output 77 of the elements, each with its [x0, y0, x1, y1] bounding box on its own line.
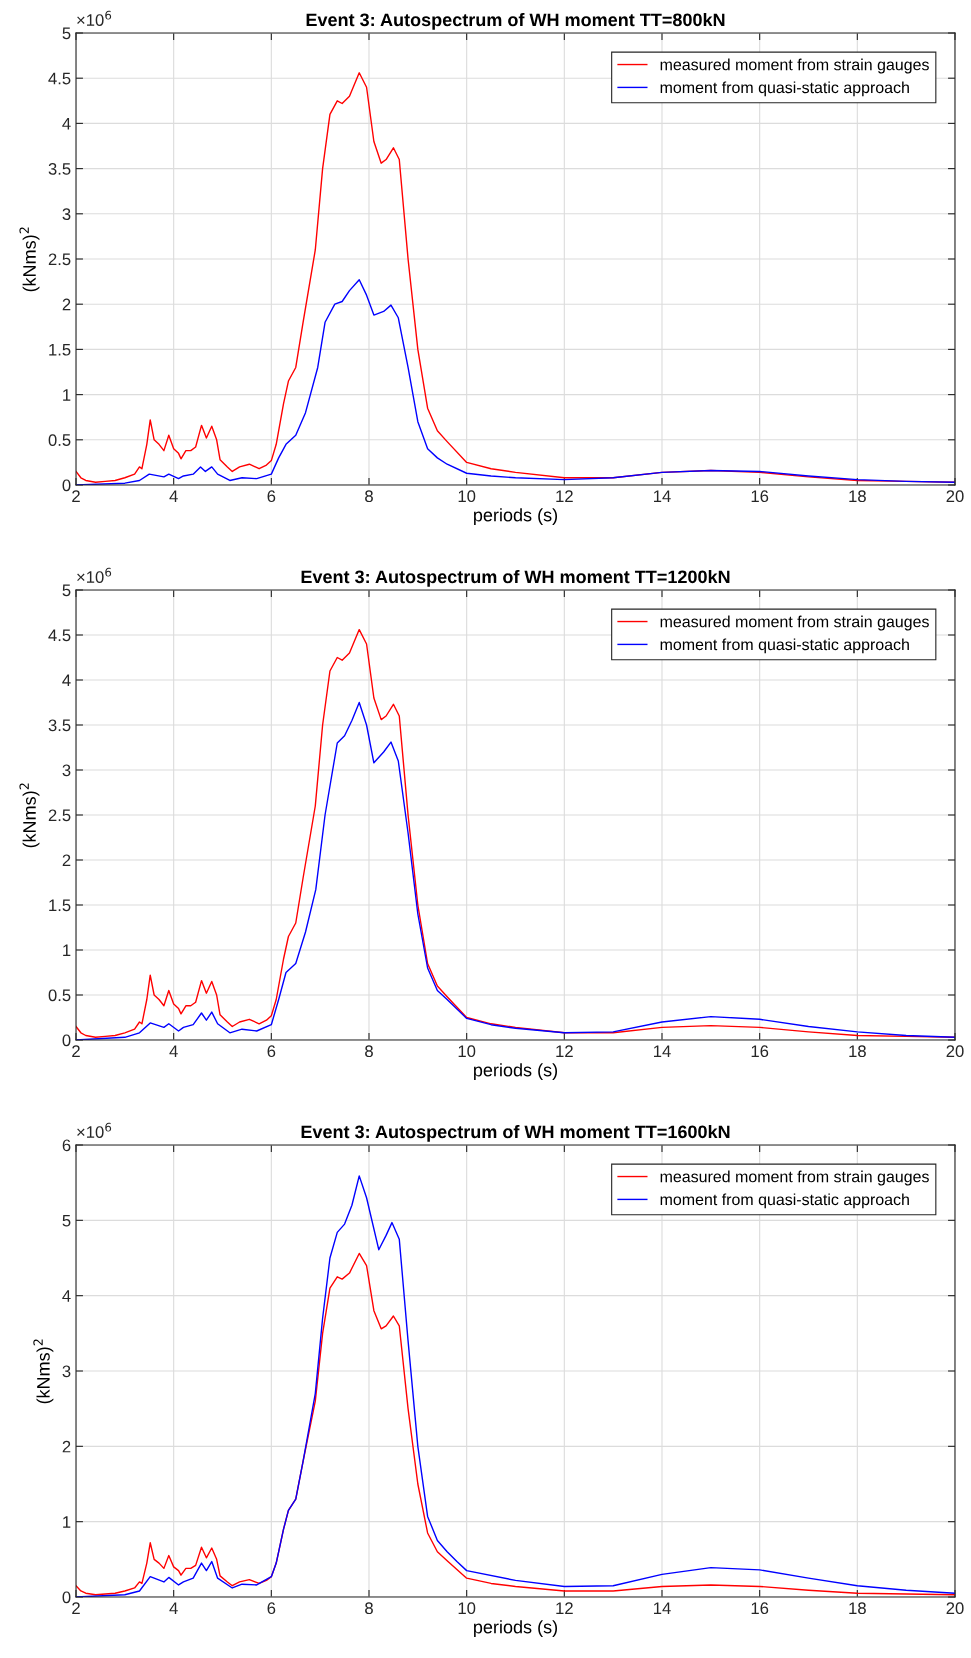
x-tick-label: 12: [556, 1602, 573, 1614]
y-tick-label: 0.5: [48, 434, 71, 446]
chart-title: Event 3: Autospectrum of WH moment TT=1200kN: [301, 569, 730, 587]
x-tick-label: 20: [946, 490, 964, 503]
x-tick-label: 12: [556, 1045, 573, 1057]
y-tick-label: 4.5: [48, 72, 71, 85]
legend-label: measured moment from strain gauges: [660, 58, 929, 74]
x-tick-label: 8: [365, 490, 373, 503]
x-tick-label: 8: [365, 1602, 373, 1615]
x-tick-label: 4: [169, 1045, 178, 1057]
x-tick-label: 2: [72, 1602, 80, 1614]
legend-label: measured moment from strain gauges: [660, 1170, 929, 1186]
legend-label: moment from quasi-static approach: [660, 638, 909, 654]
y-tick-label: 5: [62, 27, 71, 40]
y-tick-label: 4: [62, 1290, 71, 1302]
x-tick-label: 6: [267, 490, 276, 503]
x-tick-label: 10: [458, 1045, 476, 1058]
y-tick-label: 0: [62, 479, 71, 492]
chart-title: Event 3: Autospectrum of WH moment TT=1600kN: [301, 1124, 730, 1142]
y-tick-label: 1: [63, 944, 71, 957]
x-axis-title: periods (s): [474, 508, 558, 526]
y-tick-label: 3.5: [48, 719, 71, 732]
legend-label: moment from quasi-static approach: [660, 81, 909, 97]
y-tick-label: 2.5: [48, 809, 71, 822]
y-axis-title: (kNms)$^{2}$: [19, 783, 40, 848]
text: ×10$^{6}$: [77, 1122, 112, 1138]
x-tick-label: 18: [849, 1045, 866, 1058]
legend-label: moment from quasi-static approach: [660, 1193, 909, 1209]
y-tick-label: 4.5: [48, 629, 71, 642]
x-tick-label: 18: [849, 490, 866, 503]
x-tick-label: 2: [72, 490, 80, 502]
x-axis-title: periods (s): [474, 1620, 558, 1638]
y-tick-label: 2: [62, 854, 71, 867]
x-tick-label: 18: [849, 1602, 866, 1615]
y-tick-label: 3.5: [48, 163, 71, 175]
y-tick-label: 5: [62, 1214, 71, 1227]
x-tick-label: 2: [72, 1045, 80, 1057]
x-tick-label: 20: [946, 1045, 964, 1058]
y-axis-title: (kNms)$^{2}$: [19, 227, 40, 292]
y-tick-label: 1: [63, 1516, 71, 1528]
x-tick-label: 8: [365, 1045, 373, 1058]
x-axis-title: periods (s): [474, 1063, 558, 1081]
y-tick-label: 2: [62, 1440, 71, 1453]
y-tick-label: 4: [62, 674, 71, 687]
y-tick-label: 3: [62, 764, 71, 777]
x-tick-label: 6: [267, 1602, 276, 1615]
y-tick-label: 1.5: [49, 343, 71, 356]
y-tick-label: 1.5: [49, 899, 71, 912]
text: ×10$^{6}$: [77, 567, 112, 583]
x-tick-label: 10: [458, 1602, 476, 1615]
legend-label: measured moment from strain gauges: [660, 615, 929, 631]
y-tick-label: 0: [62, 1591, 71, 1604]
y-axis-title: (kNms)$^{2}$: [33, 1339, 54, 1404]
x-tick-label: 12: [556, 490, 573, 502]
x-tick-label: 20: [946, 1602, 964, 1615]
y-tick-label: 3: [62, 1365, 71, 1378]
y-tick-label: 0: [62, 1034, 71, 1047]
x-tick-label: 16: [751, 1045, 769, 1058]
text: ×10$^{6}$: [77, 10, 112, 26]
y-tick-label: 6: [62, 1139, 71, 1152]
y-tick-label: 3: [62, 208, 71, 220]
x-tick-label: 16: [751, 490, 769, 503]
y-tick-label: 1: [63, 389, 71, 401]
y-tick-label: 0.5: [48, 989, 71, 1002]
y-tick-label: 4: [62, 117, 71, 130]
x-tick-label: 14: [654, 1602, 671, 1614]
y-tick-label: 5: [62, 584, 71, 597]
x-tick-label: 14: [654, 1045, 671, 1057]
x-tick-label: 10: [458, 490, 476, 503]
chart-title: Event 3: Autospectrum of WH moment TT=800kN: [306, 12, 725, 30]
x-tick-label: 16: [751, 1602, 769, 1615]
x-tick-label: 6: [267, 1045, 276, 1058]
y-tick-label: 2: [62, 298, 71, 311]
x-tick-label: 14: [654, 490, 671, 502]
y-tick-label: 2.5: [48, 253, 71, 266]
x-tick-label: 4: [169, 1602, 178, 1614]
x-tick-label: 4: [169, 490, 178, 502]
